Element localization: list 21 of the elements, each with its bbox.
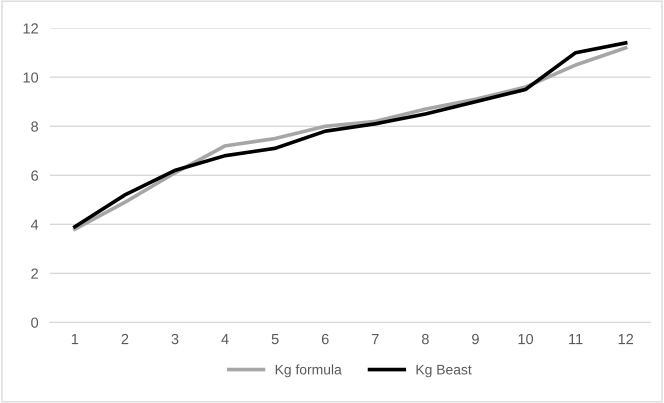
x-tick-label: 12 — [618, 334, 634, 344]
y-tick-label: 10 — [24, 72, 38, 83]
y-tick-label: 4 — [30, 220, 38, 230]
x-tick-label: 8 — [422, 334, 429, 344]
x-tick-label: 3 — [171, 334, 178, 344]
legend-label: Kg Beast — [416, 364, 472, 378]
x-tick-label: 11 — [569, 334, 582, 344]
x-tick-label: 2 — [122, 334, 128, 344]
y-tick-label: 0 — [31, 318, 38, 328]
x-tick-label: 6 — [322, 334, 329, 344]
y-tick-label: 8 — [31, 121, 38, 132]
x-tick-label: 9 — [472, 334, 479, 344]
legend-label: Kg formula — [276, 364, 342, 378]
y-tick-label: 6 — [31, 170, 38, 181]
x-tick-label: 10 — [518, 334, 534, 344]
x-tick-label: 5 — [272, 334, 279, 344]
x-tick-label: 1 — [72, 334, 78, 344]
x-tick-label: 7 — [372, 334, 379, 344]
x-tick-label: 4 — [221, 334, 229, 344]
y-tick-label: 2 — [31, 268, 38, 279]
y-tick-label: 12 — [24, 23, 38, 34]
